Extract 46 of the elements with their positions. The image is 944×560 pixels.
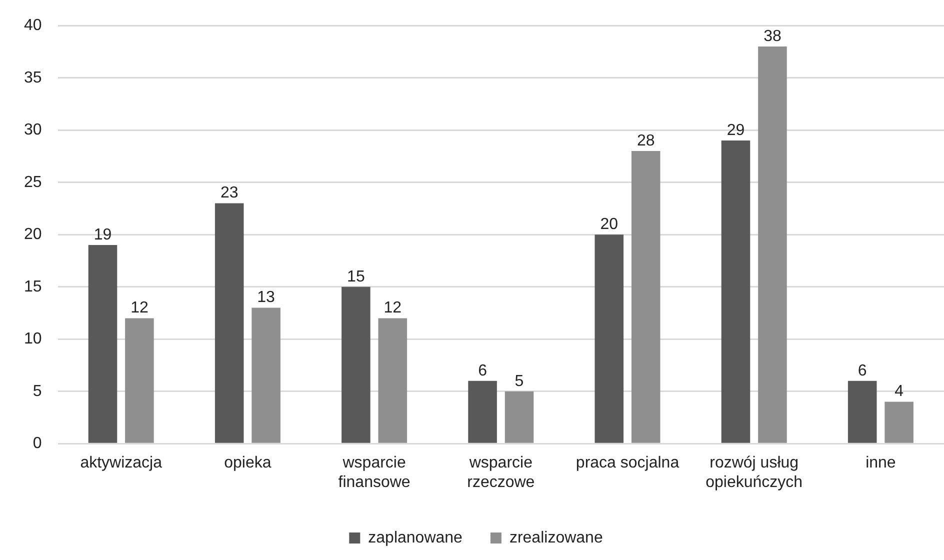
x-tick-label: praca socjalna (576, 454, 680, 472)
y-tick-label: 10 (24, 330, 42, 348)
y-tick-label: 0 (32, 435, 42, 452)
x-tick-label: inne (866, 454, 896, 472)
data-label: 6 (478, 362, 488, 380)
y-tick-label: 40 (24, 17, 42, 34)
y-tick-label: 20 (24, 226, 42, 244)
x-tick-label: wsparcie rzeczowe (467, 454, 535, 491)
x-tick-label: wsparcie finansowe (338, 454, 410, 491)
data-label: 23 (220, 184, 238, 202)
legend-label: zrealizowane (509, 529, 603, 546)
bar (721, 140, 750, 443)
bar (88, 245, 118, 443)
data-label: 28 (636, 132, 655, 150)
bar (631, 151, 660, 443)
y-tick-label: 30 (24, 122, 42, 139)
data-label: 4 (894, 383, 904, 400)
bar (848, 380, 877, 443)
bar (758, 46, 787, 443)
x-tick-label: opieka (224, 454, 272, 472)
legend-label: zaplanowane (368, 529, 463, 546)
data-label: 20 (600, 216, 618, 234)
bar (378, 318, 408, 443)
data-label: 6 (858, 362, 867, 380)
data-label: 5 (514, 372, 524, 390)
bar (342, 286, 370, 443)
y-tick-label: 15 (24, 278, 42, 296)
bar (504, 391, 534, 443)
bar (252, 308, 280, 443)
y-tick-label: 5 (32, 382, 42, 400)
bar (884, 402, 914, 443)
data-label: 15 (347, 268, 365, 286)
data-label: 12 (384, 300, 402, 317)
data-label: 19 (94, 226, 112, 244)
y-tick-label: 35 (24, 69, 42, 86)
data-label: 13 (257, 289, 276, 306)
data-label: 29 (726, 122, 745, 139)
bar (594, 234, 624, 443)
data-label: 38 (764, 28, 782, 45)
y-tick-label: 25 (24, 174, 42, 191)
bar (468, 380, 497, 443)
data-label: 12 (130, 300, 148, 317)
bar (214, 203, 244, 443)
x-tick-label: aktywizacja (80, 454, 162, 472)
x-tick-label: rozwój usług opiekuńczych (706, 454, 803, 491)
bar (125, 318, 154, 443)
